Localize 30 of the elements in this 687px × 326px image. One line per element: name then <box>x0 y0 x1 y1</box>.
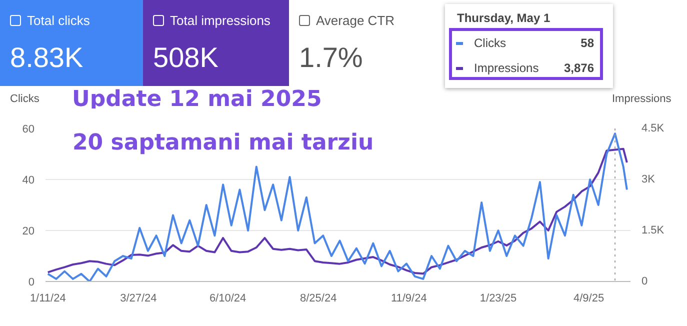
y2-tick-label: 1.5K <box>642 224 665 236</box>
y-tick-label: 0 <box>28 276 35 288</box>
x-tick-label: 1/11/24 <box>30 292 66 304</box>
y-axis-title: Clicks <box>10 92 40 107</box>
text: 3,876 <box>564 60 594 77</box>
y2-tick-label: 3K <box>642 174 656 186</box>
text: Average CTR <box>315 12 395 30</box>
legend-label: Clicks <box>474 35 506 52</box>
x-tick-label: 11/9/24 <box>390 292 427 304</box>
legend-label: Impressions <box>474 60 539 77</box>
y-tick-label: 40 <box>22 174 35 186</box>
text: 508K <box>153 41 218 75</box>
x-tick-label: 8/25/24 <box>300 292 337 304</box>
text: 1.7% <box>299 41 363 75</box>
y-tick-label: 60 <box>22 124 35 136</box>
y2-axis-title: Impressions <box>612 92 672 107</box>
y2-tick-label: 4.5K <box>642 122 665 134</box>
text: Update 12 mai 2025 <box>72 86 322 114</box>
text: Total impressions <box>169 12 270 30</box>
text: 8.83K <box>10 41 84 75</box>
x-tick-label: 4/9/25 <box>574 292 604 304</box>
x-tick-label: 6/10/24 <box>209 292 246 304</box>
annotation: 20 saptamani mai tarziu <box>72 130 374 156</box>
y2-tick-label: 0 <box>642 276 648 288</box>
text: Total clicks <box>26 12 90 30</box>
y-tick-label: 20 <box>22 226 35 238</box>
x-tick-label: 3/27/24 <box>120 292 157 304</box>
text: Thursday, May 1 <box>457 10 550 27</box>
text: 58 <box>580 35 594 52</box>
x-tick-label: 1/23/25 <box>480 292 517 304</box>
